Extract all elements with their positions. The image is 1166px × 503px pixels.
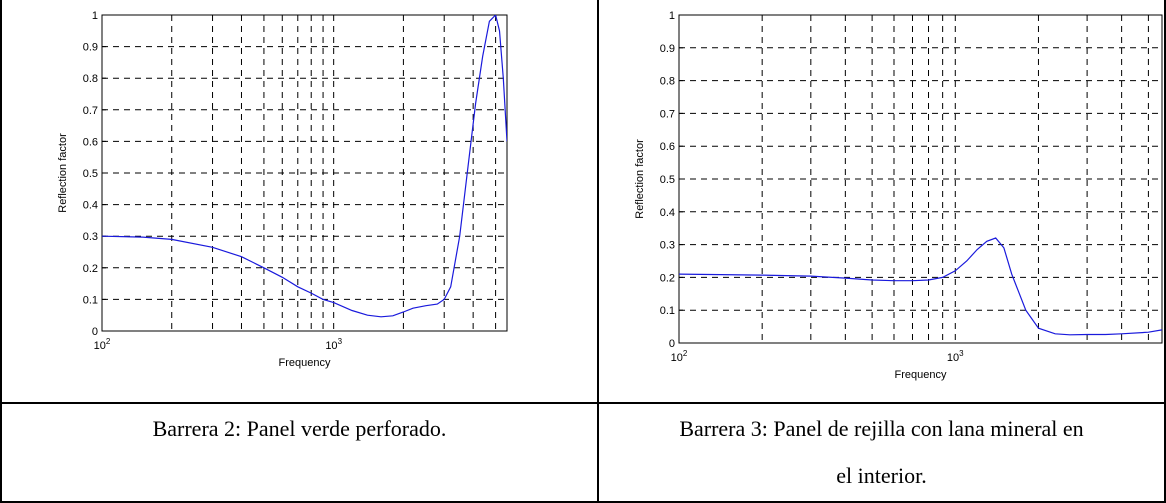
y-axis-label: Reflection factor <box>57 133 69 213</box>
caption-right-line1: Barrera 3: Panel de rejilla con lana min… <box>679 416 1084 441</box>
y-tick-label: 1 <box>92 10 98 22</box>
y-tick-label: 0.9 <box>660 43 675 55</box>
y-tick-label: 0.8 <box>83 73 98 85</box>
y-tick-label: 1 <box>669 10 675 22</box>
x-tick-label: 103 <box>947 349 964 364</box>
y-tick-label: 0.7 <box>83 105 98 117</box>
y-tick-label: 0.5 <box>83 168 98 180</box>
border-left <box>0 0 2 503</box>
chart-right-reflection-factor: 0 0.1 0.2 0.3 0.4 0.5 0.6 0.7 0.8 0.9 1 102 103Frequ… <box>634 10 1163 381</box>
y-tick-label: 0.5 <box>660 174 675 186</box>
series-line <box>102 15 507 318</box>
y-tick-label: 0.1 <box>83 294 98 306</box>
y-tick-label: 0 <box>669 338 675 350</box>
border-right <box>1164 0 1166 503</box>
y-tick-label: 0.6 <box>83 136 98 148</box>
chart-left-reflection-factor: 0 0.1 0.2 0.3 0.4 0.5 0.6 0.7 0.8 0.9 1 102 103 Frequ… <box>57 10 508 369</box>
y-tick-label: 0.1 <box>660 305 675 317</box>
x-tick-label: 103 <box>325 337 342 352</box>
y-tick-label: 0.4 <box>83 200 98 212</box>
y-tick-label: 0.6 <box>660 141 675 153</box>
y-tick-label: 0.2 <box>83 263 98 275</box>
y-axis-label: Reflection factor <box>634 139 646 219</box>
x-axis-label: Frequency <box>279 357 331 369</box>
border-middle <box>597 0 599 503</box>
border-bottom <box>0 501 1166 503</box>
y-tick-label: 0.3 <box>83 231 98 243</box>
x-axis-label: Frequency <box>895 369 947 381</box>
caption-right-line2: el interior. <box>836 463 927 488</box>
y-tick-label: 0 <box>92 326 98 338</box>
y-tick-label: 0.8 <box>660 76 675 88</box>
x-tick-label: 102 <box>671 349 688 364</box>
y-tick-label: 0.7 <box>660 108 675 120</box>
y-tick-label: 0.3 <box>660 240 675 252</box>
border-row-divider <box>0 402 1166 404</box>
y-tick-label: 0.4 <box>660 207 675 219</box>
y-tick-label: 0.9 <box>83 42 98 54</box>
caption-left: Barrera 2: Panel verde perforado. <box>152 416 447 441</box>
series-line <box>679 237 1162 336</box>
x-tick-label: 102 <box>94 337 111 352</box>
y-tick-label: 0.2 <box>660 272 675 284</box>
